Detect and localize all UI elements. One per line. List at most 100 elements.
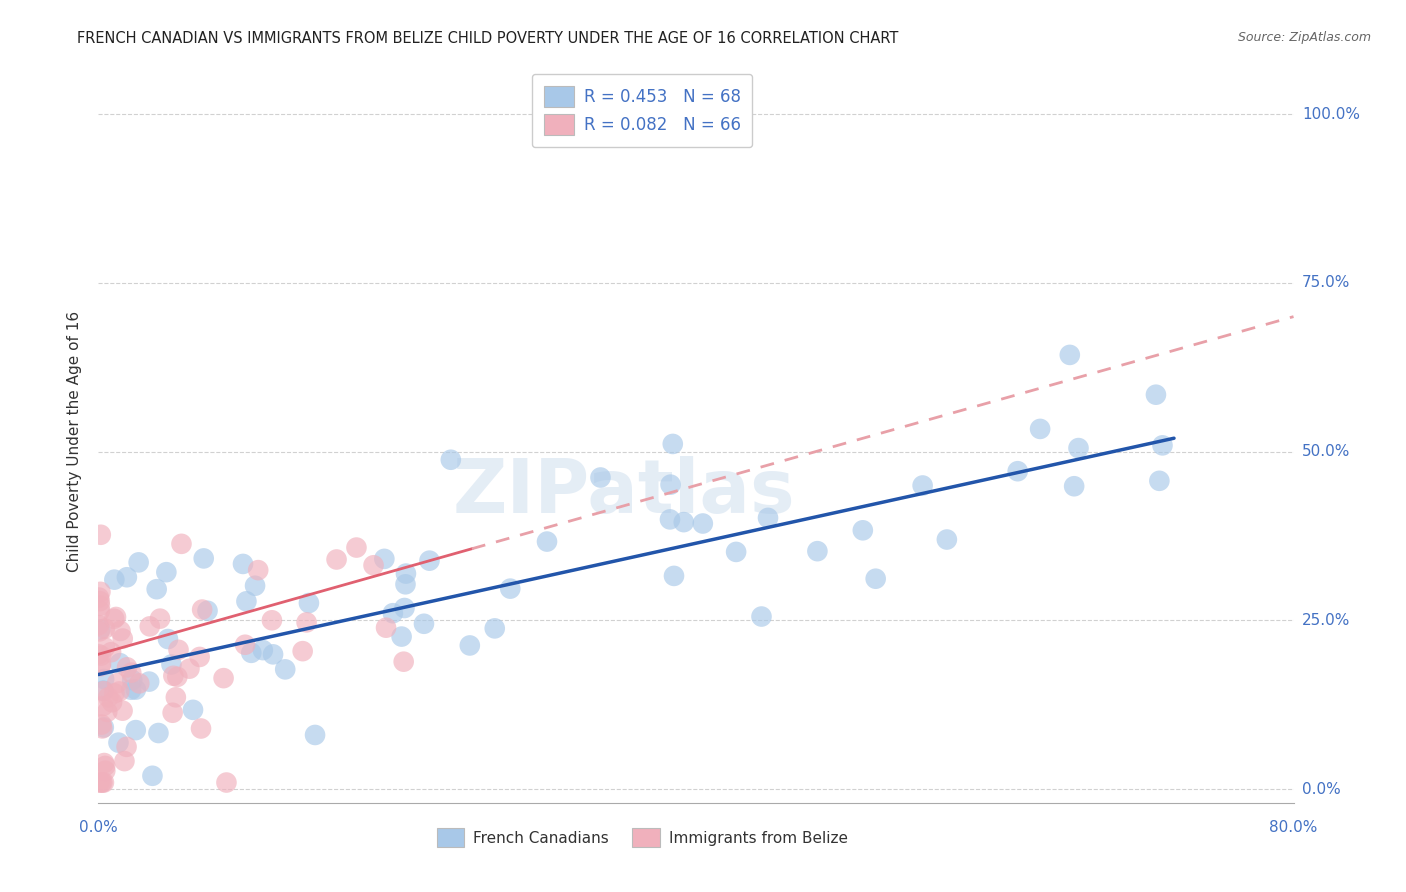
- Point: [89, 585, 111, 599]
- Point: [363, 558, 385, 573]
- Point: [89, 623, 111, 637]
- Point: [108, 656, 131, 670]
- Point: [394, 577, 416, 591]
- Point: [165, 690, 187, 705]
- Point: [212, 671, 235, 685]
- Point: [1063, 479, 1085, 493]
- Point: [125, 682, 148, 697]
- Point: [170, 537, 193, 551]
- Point: [89, 624, 111, 639]
- Point: [391, 630, 413, 644]
- Point: [110, 624, 132, 638]
- Point: [181, 703, 204, 717]
- Point: [179, 662, 201, 676]
- Point: [191, 602, 214, 616]
- Point: [233, 638, 256, 652]
- Point: [91, 722, 114, 736]
- Point: [120, 665, 142, 680]
- Point: [87, 647, 110, 661]
- Point: [115, 660, 138, 674]
- Point: [94, 640, 117, 655]
- Point: [103, 612, 125, 626]
- Point: [94, 622, 117, 636]
- Legend: French Canadians, Immigrants from Belize: French Canadians, Immigrants from Belize: [427, 819, 856, 856]
- Point: [103, 686, 125, 700]
- Text: 50.0%: 50.0%: [1302, 444, 1350, 459]
- Point: [725, 545, 748, 559]
- Point: [162, 706, 184, 720]
- Point: [96, 705, 118, 719]
- Point: [911, 478, 934, 492]
- Point: [114, 754, 136, 768]
- Point: [1144, 387, 1167, 401]
- Point: [90, 717, 112, 731]
- Point: [111, 704, 134, 718]
- Text: 75.0%: 75.0%: [1302, 276, 1350, 291]
- Text: 100.0%: 100.0%: [1302, 106, 1360, 121]
- Point: [235, 594, 257, 608]
- Point: [115, 570, 138, 584]
- Point: [325, 552, 347, 566]
- Point: [190, 722, 212, 736]
- Point: [291, 644, 314, 658]
- Point: [93, 672, 115, 686]
- Point: [1007, 464, 1029, 478]
- Point: [418, 554, 440, 568]
- Point: [662, 437, 685, 451]
- Point: [262, 648, 284, 662]
- Point: [93, 775, 115, 789]
- Point: [125, 723, 148, 738]
- Point: [659, 477, 682, 491]
- Point: [232, 557, 254, 571]
- Point: [87, 591, 110, 605]
- Point: [97, 690, 120, 705]
- Point: [89, 599, 111, 613]
- Point: [1152, 438, 1174, 452]
- Point: [120, 682, 142, 697]
- Text: ZIPatlas: ZIPatlas: [453, 456, 796, 529]
- Point: [145, 582, 167, 597]
- Point: [128, 555, 150, 569]
- Point: [381, 606, 404, 620]
- Point: [89, 775, 111, 789]
- Point: [1029, 422, 1052, 436]
- Point: [108, 684, 131, 698]
- Point: [865, 572, 887, 586]
- Point: [852, 524, 875, 538]
- Point: [100, 645, 122, 659]
- Point: [692, 516, 714, 531]
- Point: [93, 683, 115, 698]
- Point: [149, 612, 172, 626]
- Point: [395, 566, 418, 581]
- Point: [274, 662, 297, 676]
- Point: [162, 669, 184, 683]
- Point: [141, 769, 163, 783]
- Point: [295, 615, 318, 630]
- Point: [756, 511, 779, 525]
- Point: [91, 699, 114, 714]
- Point: [87, 618, 110, 632]
- Point: [247, 563, 270, 577]
- Point: [1067, 441, 1090, 455]
- Point: [89, 604, 111, 618]
- Point: [188, 649, 211, 664]
- Text: 0.0%: 0.0%: [79, 820, 118, 835]
- Point: [160, 657, 183, 672]
- Point: [128, 676, 150, 690]
- Point: [148, 726, 170, 740]
- Point: [806, 544, 828, 558]
- Point: [156, 632, 179, 646]
- Point: [1149, 474, 1171, 488]
- Point: [375, 621, 398, 635]
- Point: [197, 604, 219, 618]
- Point: [589, 470, 612, 484]
- Text: 0.0%: 0.0%: [1302, 781, 1340, 797]
- Point: [373, 552, 395, 566]
- Point: [240, 646, 263, 660]
- Point: [304, 728, 326, 742]
- Point: [93, 720, 115, 734]
- Point: [167, 642, 190, 657]
- Text: Source: ZipAtlas.com: Source: ZipAtlas.com: [1237, 31, 1371, 45]
- Point: [90, 528, 112, 542]
- Point: [662, 569, 685, 583]
